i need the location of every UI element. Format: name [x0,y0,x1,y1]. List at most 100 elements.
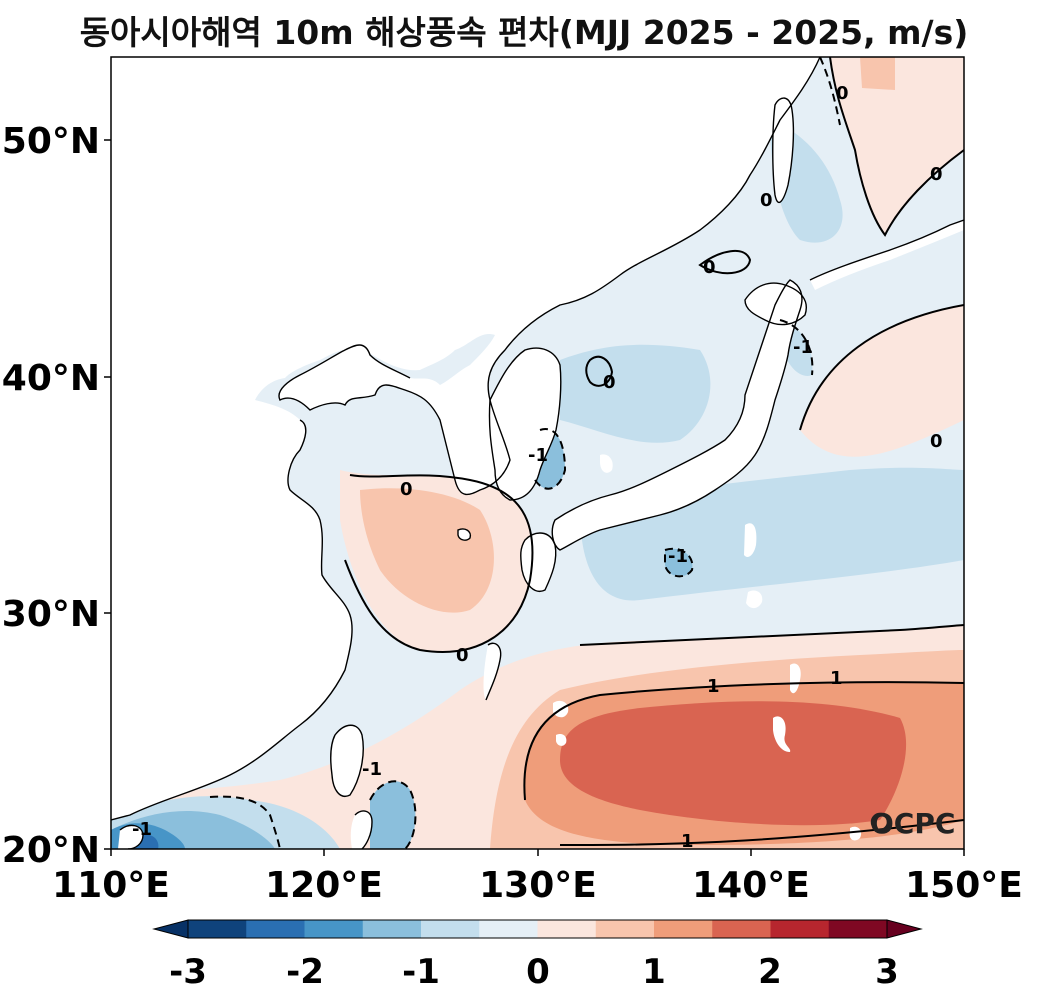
blue-patch-south-japan-strong [665,548,693,577]
izu-islands [744,523,757,557]
contour-label-1-a: 1 [707,676,720,697]
lon-label-110: 110°E [52,865,170,906]
colorbar-segment [595,920,655,938]
lat-label-40: 40°N [2,358,100,399]
longitude-labels: 110°E 120°E 130°E 140°E 150°E [52,865,1023,906]
contour-label-neg1-b: -1 [668,546,688,567]
blue-patch-japan-sea [560,344,711,443]
ocpc-logo-text: OCPC [870,807,955,840]
contour-0-dashed-north [819,57,841,126]
colorbar-segment [246,920,305,938]
colorbar-label-2: 2 [758,952,782,992]
contour-label-neg1-d: -1 [362,759,382,780]
chart-title: 동아시아해역 10m 해상풍속 편차(MJJ 2025 - 2025, m/s) [79,13,969,52]
contour-neg1-luzon [369,780,417,849]
positive-region-ne-strong [860,57,895,90]
contour-label-1-b: 1 [830,668,843,689]
coast-honshu [551,279,803,551]
lon-label-130: 130°E [479,865,597,906]
coast-taiwan [330,724,364,797]
lon-label-140: 140°E [692,865,810,906]
lat-label-30: 30°N [2,594,100,635]
contour-0-closed [585,355,614,387]
contour-label-neg1-a: -1 [528,445,548,466]
colorbar-segment [828,920,888,938]
coastlines [111,57,964,849]
ryukyu-islands [483,643,501,700]
colorbar-over-arrow [886,919,923,939]
taiwan-island [330,725,364,797]
colorbar-under-arrow [152,919,189,939]
contour-0-small [698,249,752,275]
contour-label-0-f: 0 [930,431,943,452]
colorbar-segment [537,920,597,938]
oki-island [600,454,613,473]
coast-ryukyu [485,642,502,701]
small-island-2 [790,663,801,694]
contour-1-south [559,819,964,846]
contour-label-group: 0 0 0 0 0 0 0 0 1 1 1 -1 -1 -1 -1 -1 [132,83,943,852]
colorbar-segment [421,920,480,938]
coast-kurils [809,219,964,281]
contour-0-tropics [579,624,964,646]
contour-neg1-pacific-north [779,319,814,376]
contour-label-0-d: 0 [703,257,716,278]
kuril-islands [810,220,964,290]
luzon-island [350,810,372,849]
contour-label-0-a: 0 [836,83,849,104]
colorbar-label-neg1: -1 [402,952,440,992]
colorbar [152,919,923,939]
contour-label-0-h: 0 [456,645,469,666]
guam-island [849,826,862,841]
colorbar-tick-labels: -3 -2 -1 0 1 2 3 [169,952,899,992]
colorbar-label-1: 1 [642,952,666,992]
contour-label-0-e: 0 [603,372,616,393]
coast-kyushu [520,532,557,592]
contour-label-0-b: 0 [930,164,943,185]
colorbar-segment [304,920,364,938]
contour-neg1-korea [534,428,567,490]
coast-hainan [119,824,144,849]
small-island-1 [556,733,567,746]
coast-hokkaido [744,282,807,326]
contour-label-0-g: 0 [400,479,413,500]
ocpc-logo: OCPC [870,807,955,840]
contour-label-1-c: 1 [681,831,694,852]
contour-0-pacific [799,304,964,431]
contour-lines [209,57,964,849]
colorbar-frame [187,919,888,939]
colorbar-segment [712,920,771,938]
lon-label-120: 120°E [265,865,383,906]
positive-region-ne [830,57,964,235]
latitude-labels: 20°N 30°N 40°N 50°N [2,121,100,871]
ogasawara-island [746,590,763,609]
mariana-islands [773,716,791,752]
colorbar-label-neg3: -3 [169,952,207,992]
coast-jeju [457,528,472,541]
colorbar-segment [188,920,247,938]
colorbar-segment [770,920,830,938]
colorbar-label-0: 0 [526,952,550,992]
contour-0-ecs [344,474,534,653]
coast-sakhalin [772,97,795,204]
colorbar-label-3: 3 [875,952,899,992]
contour-0-northeast [829,57,964,237]
colorbar-label-neg2: -2 [286,952,324,992]
colorbar-segment [479,920,538,938]
asia-mainland [111,57,820,820]
negative-region-luzon [370,781,416,849]
positive-region-tropics-strong [560,701,907,826]
coast-korea [488,347,562,501]
positive-region-ecs-strong [360,488,494,613]
jeju-island [458,528,471,541]
contour-label-neg1-e: -1 [132,819,152,840]
lon-label-150: 150°E [905,865,1023,906]
lat-label-20: 20°N [2,830,100,871]
contour-1-north [523,681,964,801]
contour-label-neg1-c: -1 [793,337,813,358]
contour-neg1-south-japan [664,547,694,578]
hainan-island [118,825,143,849]
coast-luzon [354,810,373,849]
colorbar-segment [654,920,713,938]
